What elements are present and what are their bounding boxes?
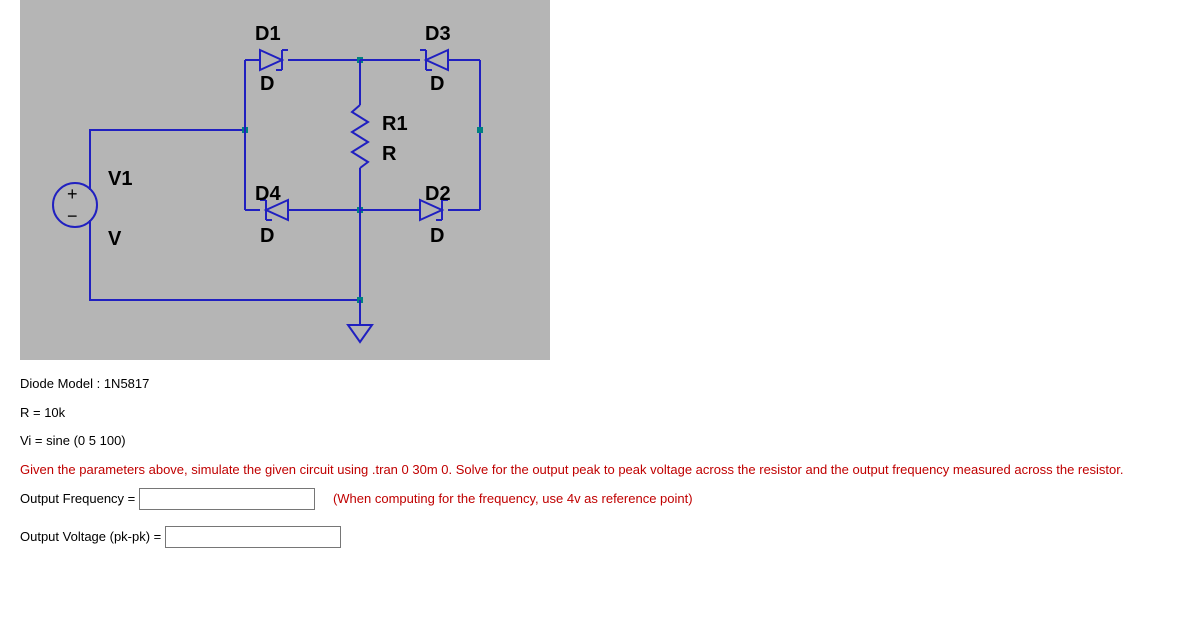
diode-d3-name: D3 [425,23,451,45]
resistor-symbol [352,105,368,168]
wire [90,220,360,300]
diode-d1-model: D [260,73,274,95]
resistor-name: R1 [382,113,408,135]
diode-d4-model: D [260,225,274,247]
diode-d3-symbol [420,50,448,70]
svg-text:−: − [67,206,78,226]
ground-symbol [348,300,372,342]
output-vpp-input[interactable] [165,526,341,548]
resistor-model: R [382,143,397,165]
task-text: Given the parameters above, simulate the… [20,458,1180,483]
output-frequency-label: Output Frequency = [20,491,135,506]
vi-note: Vi = sine (0 5 100) [20,429,1180,454]
diode-d4-name: D4 [255,183,281,205]
output-frequency-input[interactable] [139,488,315,510]
diode-d2-model: D [430,225,444,247]
svg-text:+: + [67,184,78,204]
diode-d1-symbol [260,50,288,70]
diode-d3-model: D [430,73,444,95]
circuit-diagram: + − V1 V D1 D D3 D D4 D D2 D R1 R [20,0,550,360]
source-model: V [108,228,122,250]
output-vpp-label: Output Voltage (pk-pk) = [20,529,161,544]
diode-d2-name: D2 [425,183,451,205]
diode-d1-name: D1 [255,23,281,45]
diode-model-note: Diode Model : 1N5817 [20,372,1180,397]
r-value-note: R = 10k [20,401,1180,426]
junction-node [477,127,483,133]
frequency-hint: (When computing for the frequency, use 4… [333,491,693,506]
source-name: V1 [108,168,132,190]
